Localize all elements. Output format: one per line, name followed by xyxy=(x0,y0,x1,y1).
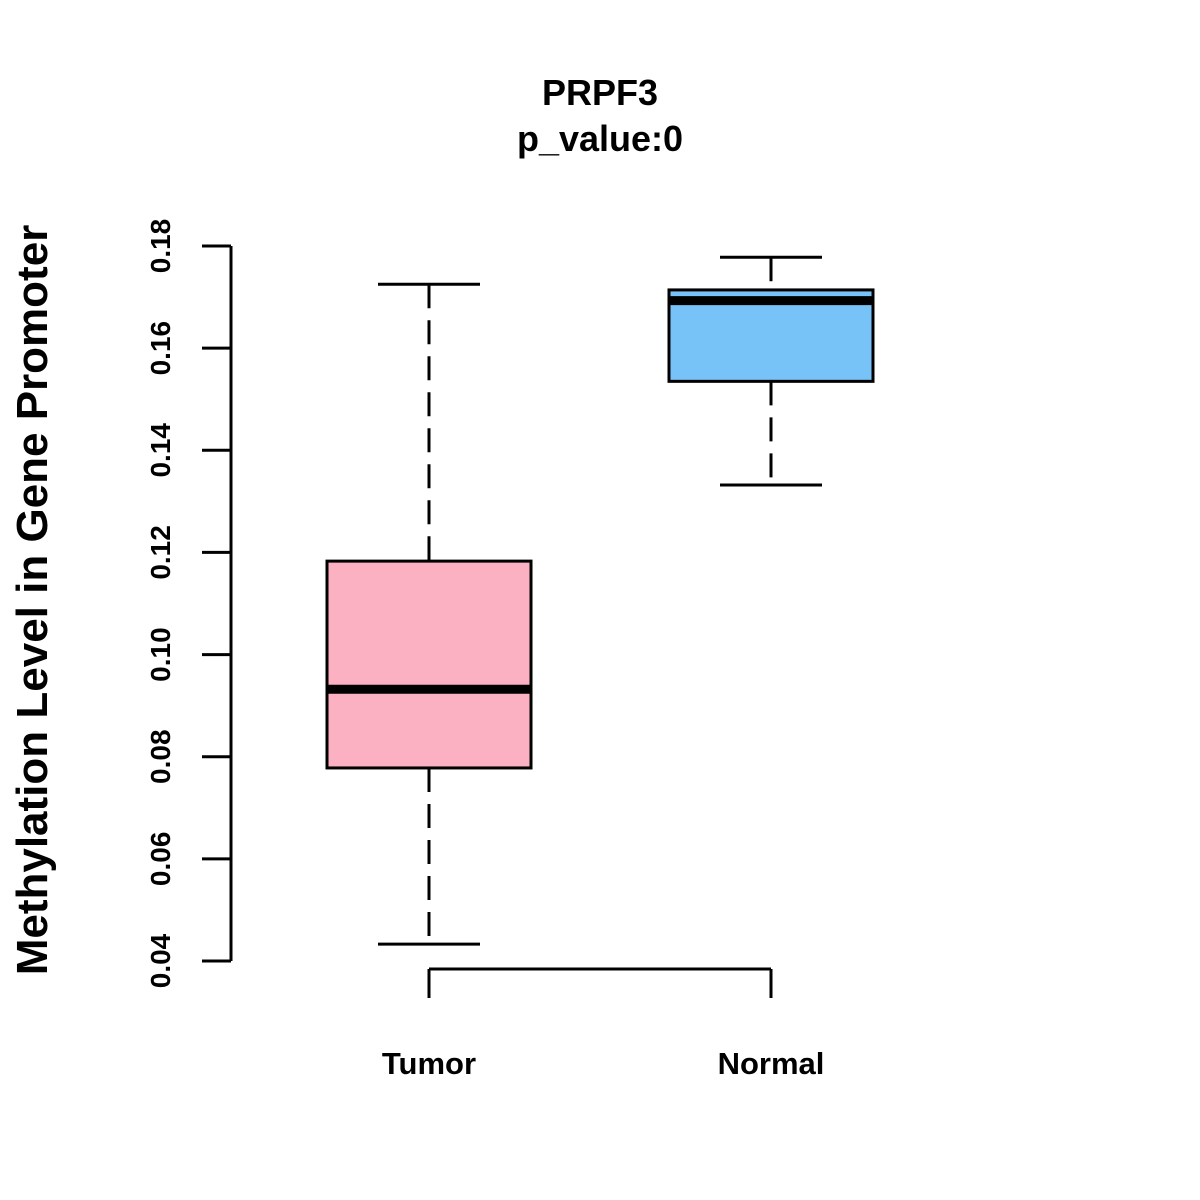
y-tick-label: 0.10 xyxy=(145,627,176,682)
y-tick-label: 0.18 xyxy=(145,219,176,274)
y-tick-label: 0.08 xyxy=(145,729,176,784)
iqr-box xyxy=(325,559,533,770)
chart-title: PRPF3 xyxy=(542,72,658,113)
box-normal xyxy=(667,255,875,487)
y-tick-label: 0.06 xyxy=(145,832,176,887)
x-category-label: Normal xyxy=(718,1046,825,1081)
y-axis-label: Methylation Level in Gene Promoter xyxy=(8,225,57,976)
x-axis: Tumor Normal xyxy=(382,967,825,1081)
y-tick-label: 0.12 xyxy=(145,525,176,580)
y-axis: 0.04 0.06 0.08 0.10 0.12 0.14 0.16 0.18 xyxy=(145,219,233,988)
box-group xyxy=(325,255,875,946)
x-category-label: Tumor xyxy=(382,1046,476,1081)
y-tick-label: 0.04 xyxy=(145,933,176,988)
box-tumor xyxy=(325,282,533,946)
y-tick-label: 0.14 xyxy=(145,423,176,478)
chart-subtitle: p_value:0 xyxy=(517,118,683,159)
y-tick-label: 0.16 xyxy=(145,321,176,376)
iqr-box xyxy=(667,288,875,383)
